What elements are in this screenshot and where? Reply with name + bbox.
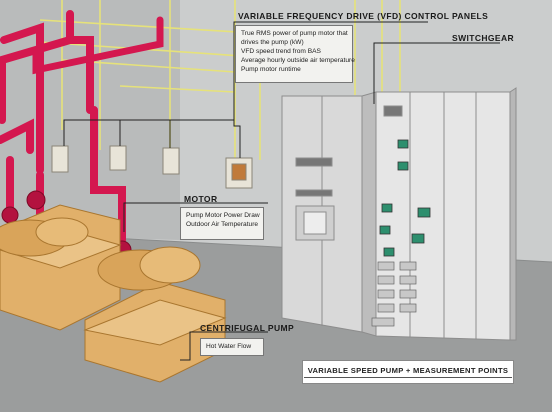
switchgear-cabinets bbox=[281, 87, 517, 341]
vfd-measurement-line: Average hourly outside air temperature bbox=[241, 57, 355, 64]
vfd-callout-title: VARIABLE FREQUENCY DRIVE (VFD) CONTROL P… bbox=[238, 11, 489, 21]
motor-measurement-line: Outdoor Air Temperature bbox=[186, 221, 259, 228]
motor-measurements-box: Pump Motor Power Draw Outdoor Air Temper… bbox=[180, 207, 264, 240]
vfd-measurement-line: Pump motor runtime bbox=[241, 66, 301, 73]
pump-measurement-line: Hot Water Flow bbox=[206, 343, 252, 350]
diagram-caption: VARIABLE SPEED PUMP + MEASUREMENT POINTS bbox=[303, 366, 513, 378]
switchgear-meters bbox=[379, 139, 431, 257]
vfd-measurement-line: drives the pump (kW) bbox=[241, 39, 304, 46]
vfd-panels bbox=[51, 145, 253, 189]
vfd-measurement-line: VFD speed trend from BAS bbox=[241, 48, 321, 55]
motor-measurement-line: Pump Motor Power Draw bbox=[186, 212, 260, 219]
vfd-measurement-line: True RMS power of pump motor that bbox=[241, 30, 348, 37]
callout-leaders bbox=[63, 21, 500, 361]
switchgear-callout-title: SWITCHGEAR bbox=[452, 33, 515, 43]
diagram-caption-box: VARIABLE SPEED PUMP + MEASUREMENT POINTS bbox=[302, 360, 514, 384]
vfd-measurements-box: True RMS power of pump motor that drives… bbox=[235, 25, 355, 83]
pump-callout-title: CENTRIFUGAL PUMP bbox=[200, 323, 295, 333]
motor-callout-title: MOTOR bbox=[184, 194, 218, 204]
switchgear-breakers bbox=[371, 261, 417, 327]
pump-measurements-box: Hot Water Flow bbox=[200, 338, 264, 356]
